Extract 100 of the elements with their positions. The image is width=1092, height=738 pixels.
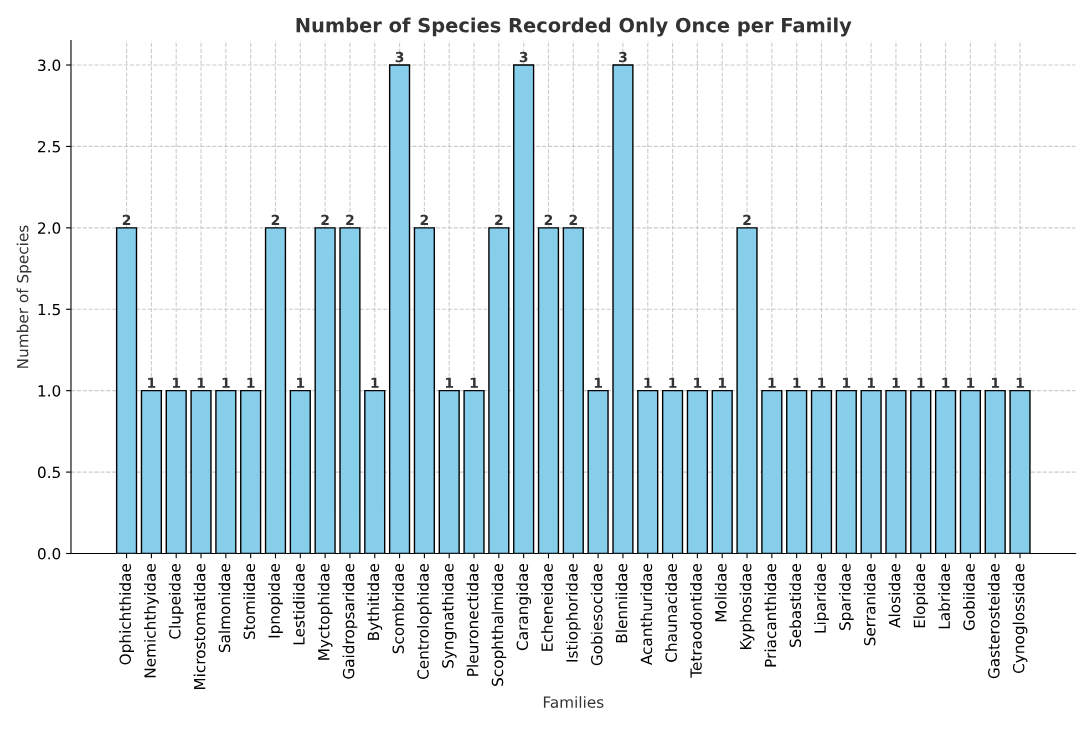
bar (314, 227, 336, 554)
x-tick-label: Istiophoridae (565, 564, 581, 662)
data-label: 1 (470, 377, 478, 388)
bar (463, 389, 485, 554)
bar (736, 227, 758, 554)
data-label: 1 (718, 377, 727, 388)
x-tick-label: Carangidae (516, 564, 532, 651)
x-tick-label: Gobiesocidae (590, 564, 603, 666)
y-axis-title: Number of Species (16, 225, 32, 368)
bar (165, 389, 187, 554)
x-tick-label: Gasterosteidae (987, 564, 1000, 679)
x-tick-label: Gaidropsaridae (342, 564, 358, 679)
x-tick-label: Scophthalmidae (491, 564, 507, 686)
y-tick-label: 0.0 (37, 547, 61, 560)
x-tick-label: Gobiidae (963, 564, 975, 631)
bar (240, 389, 262, 554)
data-label: 1 (694, 377, 702, 388)
x-tick-label: Syngnathidae (441, 564, 457, 668)
bar (215, 389, 237, 554)
data-label: 1 (445, 377, 454, 388)
data-label: 2 (743, 214, 751, 225)
bar (1009, 389, 1031, 554)
x-tick-label: Labridae (938, 564, 951, 629)
bar (289, 389, 311, 554)
data-label: 1 (942, 377, 950, 388)
x-tick-label: Sebastidae (789, 564, 802, 648)
x-tick-label: Tetraodontidae (690, 564, 702, 678)
bar (711, 389, 733, 554)
bar (959, 389, 982, 554)
y-tick-label: 3.0 (38, 59, 61, 72)
bar (612, 64, 634, 554)
x-tick-label: Alosidae (888, 564, 901, 628)
data-label: 2 (346, 214, 354, 225)
x-tick-label: Clupeidae (168, 564, 184, 639)
data-label: 3 (619, 51, 627, 63)
x-tick-label: Chaunacidae (665, 564, 678, 662)
bar (562, 227, 584, 554)
bar (140, 389, 163, 554)
x-tick-label: Blenniidae (615, 564, 628, 643)
y-tick-label: 1.5 (38, 303, 60, 316)
x-tick-label: Elopidae (913, 564, 929, 628)
data-label: 1 (967, 377, 975, 388)
bar (934, 389, 957, 554)
data-label: 1 (867, 377, 875, 388)
x-axis-title: Families (543, 696, 604, 708)
x-tick-label: Pleuronectidae (466, 564, 479, 676)
y-tick-label: 2.0 (38, 222, 61, 234)
x-tick-label: Nemichthyidae (144, 564, 159, 678)
data-label: 1 (991, 377, 1000, 388)
bar (885, 389, 907, 554)
x-tick-label: Ipnopidae (268, 564, 283, 638)
data-label: 1 (371, 377, 379, 388)
bar (984, 389, 1006, 554)
data-label: 2 (495, 214, 503, 225)
data-label: 1 (843, 377, 851, 388)
y-tick-label: 1.0 (38, 385, 61, 397)
data-label: 1 (818, 377, 826, 388)
bar (513, 64, 535, 554)
x-tick-label: Bythitidae (367, 564, 383, 640)
bar (413, 227, 436, 554)
data-label: 1 (793, 377, 801, 388)
data-label: 1 (644, 377, 652, 388)
bar (190, 389, 212, 554)
bar (661, 389, 684, 554)
bar (810, 389, 833, 554)
x-tick-label: Myctophidae (317, 564, 333, 660)
data-label: 2 (321, 214, 329, 225)
x-tick-label: Ophichthidae (119, 564, 134, 665)
data-label: 1 (247, 377, 255, 388)
bar (686, 389, 709, 554)
x-tick-label: Kyphosidae (739, 564, 755, 650)
data-label: 2 (544, 214, 553, 225)
data-label: 1 (892, 377, 900, 388)
bar (264, 227, 287, 554)
bar (910, 389, 932, 554)
y-tick-label: 0.5 (37, 466, 60, 479)
x-tick-label: Sparidae (838, 564, 854, 630)
x-tick-label: Acanthuridae (640, 564, 653, 666)
data-label: 1 (917, 377, 925, 388)
bar (339, 227, 361, 554)
bar (761, 389, 783, 554)
data-label: 1 (594, 377, 602, 388)
bar (488, 227, 510, 554)
data-label: 1 (297, 377, 305, 388)
data-label: 1 (172, 377, 181, 388)
x-tick-label: Molidae (714, 564, 727, 622)
data-label: 1 (197, 377, 205, 388)
bar (537, 227, 560, 554)
data-label: 3 (519, 51, 528, 63)
bar (860, 389, 882, 554)
bar (587, 389, 609, 554)
x-tick-label: Serranidae (863, 564, 876, 646)
bar (364, 389, 386, 554)
x-tick-label: Microstomatidae (193, 564, 206, 690)
x-tick-label: Salmonidae (218, 564, 231, 653)
bar (388, 64, 411, 554)
x-tick-label: Liparidae (814, 564, 829, 633)
data-label: 1 (148, 377, 156, 388)
bar (115, 227, 138, 554)
bar (786, 389, 808, 554)
